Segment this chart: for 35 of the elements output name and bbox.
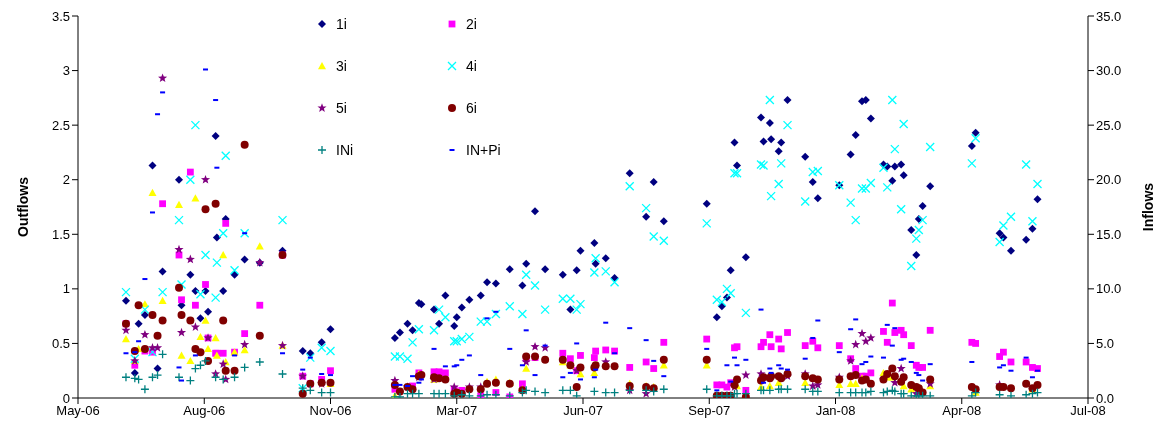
x-tick-label: Jul-08	[1070, 403, 1106, 419]
y2-tick-label: 10.0	[1096, 281, 1122, 297]
legend-label: INi	[336, 142, 354, 158]
legend-label: 5i	[336, 100, 347, 116]
y2-tick-label: 35.0	[1096, 8, 1122, 24]
x-tick-label: Jan-08	[815, 403, 856, 419]
y-tick-label: 2.5	[51, 117, 70, 133]
x-tick-label: Sep-07	[688, 403, 731, 419]
y-tick-label: 2	[62, 172, 70, 188]
y-tick-label: 3	[62, 63, 70, 79]
x-tick-label: Jun-07	[563, 403, 603, 419]
y2-tick-label: 30.0	[1096, 63, 1122, 79]
y-tick-label: 0	[62, 390, 70, 406]
y-tick-label: 1	[62, 281, 70, 297]
x-tick-label: May-06	[56, 403, 100, 419]
legend-label: 1i	[336, 16, 347, 32]
y2-tick-label: 20.0	[1096, 172, 1122, 188]
y-axis-title: Outflows	[14, 176, 31, 237]
x-tick-label: Mar-07	[436, 403, 478, 419]
x-tick-label: Apr-08	[942, 403, 982, 419]
y-tick-label: 1.5	[51, 226, 70, 242]
legend-label: 4i	[466, 58, 477, 74]
x-tick-label: Aug-06	[183, 403, 226, 419]
y2-tick-label: 15.0	[1096, 226, 1122, 242]
legend-label: 2i	[466, 16, 477, 32]
y2-tick-label: 0.0	[1096, 390, 1115, 406]
y2-axis-title: Inflows	[1139, 182, 1156, 232]
x-tick-label: Nov-06	[309, 403, 352, 419]
y-tick-label: 3.5	[51, 8, 70, 24]
y2-tick-label: 5.0	[1096, 336, 1115, 352]
legend-label: 6i	[466, 100, 477, 116]
y2-tick-label: 25.0	[1096, 117, 1122, 133]
legend-label: 3i	[336, 58, 347, 74]
legend-label: IN+Pi	[466, 142, 501, 158]
y-tick-label: 0.5	[51, 336, 70, 352]
